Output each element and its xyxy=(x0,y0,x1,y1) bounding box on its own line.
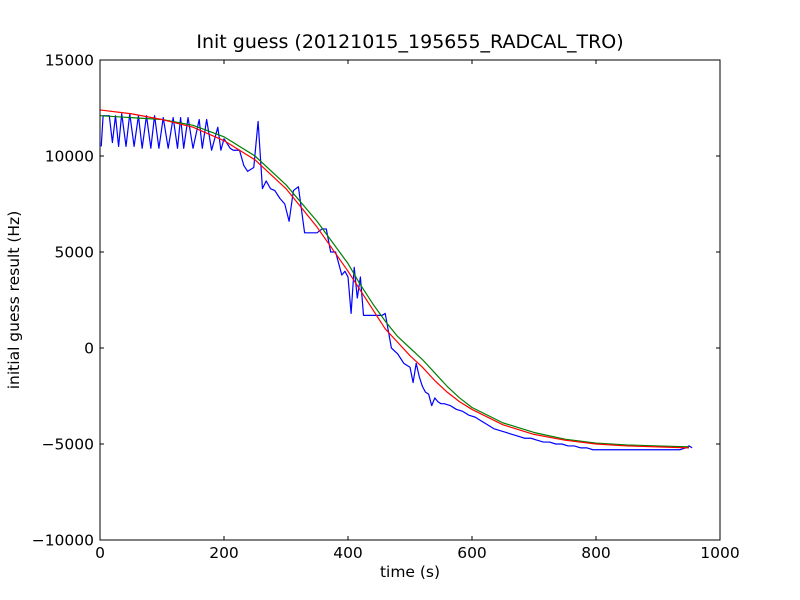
x-tick-label: 0 xyxy=(95,544,105,562)
chart-title: Init guess (20121015_195655_RADCAL_TRO) xyxy=(196,31,623,53)
x-tick-label: 600 xyxy=(457,544,487,562)
x-tick-label: 1000 xyxy=(700,544,739,562)
x-tick-label: 800 xyxy=(581,544,611,562)
series-line-2 xyxy=(99,115,690,448)
series-layer xyxy=(99,109,693,451)
y-tick-label: 10000 xyxy=(45,148,94,166)
plot-frame xyxy=(99,59,721,541)
series-line-1 xyxy=(100,113,693,451)
y-tick-label: 15000 xyxy=(45,52,94,70)
x-tick-label: 200 xyxy=(209,544,239,562)
y-tick-label: −5000 xyxy=(42,436,94,454)
plot-background xyxy=(100,60,720,540)
y-tick-label: −10000 xyxy=(32,532,94,550)
series-line-3 xyxy=(99,109,690,449)
y-axis-label: initial guess result (Hz) xyxy=(5,211,23,390)
y-tick-label: 5000 xyxy=(55,244,94,262)
plot-area xyxy=(100,60,720,540)
axes-layer: 0 200 400 600 800 1000 −10000 −5000 0 5000 10000 15… xyxy=(32,52,740,563)
x-tick-label: 400 xyxy=(333,544,363,562)
y-tick-label: 0 xyxy=(84,340,94,358)
x-axis-label: time (s) xyxy=(380,563,440,581)
